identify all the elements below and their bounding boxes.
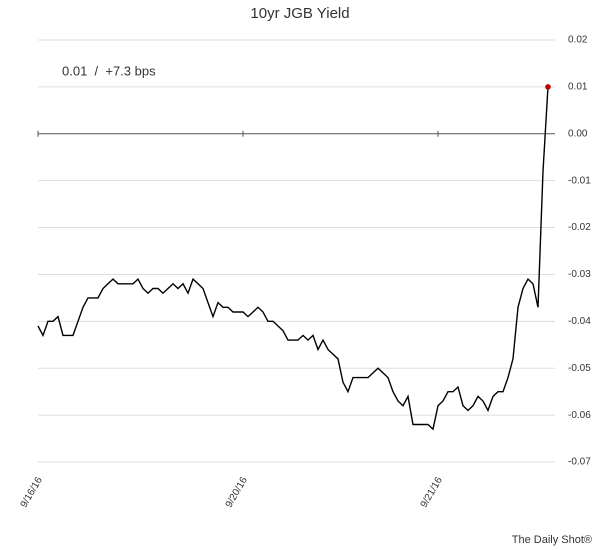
y-tick-label: -0.06 xyxy=(568,410,591,421)
y-tick-label: 0.02 xyxy=(568,35,588,46)
source: The Daily Shot® xyxy=(512,534,592,546)
y-tick-label: -0.01 xyxy=(568,175,591,186)
y-tick-label: -0.07 xyxy=(568,457,591,468)
end-marker xyxy=(545,84,551,90)
annotation: 0.01 / +7.3 bps xyxy=(62,63,156,78)
y-tick-label: -0.04 xyxy=(568,316,591,327)
y-tick-label: 0.00 xyxy=(568,128,588,139)
line xyxy=(37,86,549,431)
y-tick-label: -0.02 xyxy=(568,222,591,233)
chart-title: 10yr JGB Yield xyxy=(250,5,349,22)
y-tick-label: 0.01 xyxy=(568,82,588,93)
x-tick-label: 9/16/16 xyxy=(19,475,45,510)
y-tick-label: -0.05 xyxy=(568,363,591,374)
x-tick-label: 9/20/16 xyxy=(224,475,250,510)
y-tick-label: -0.03 xyxy=(568,269,591,280)
x-tick-label: 9/21/16 xyxy=(419,475,445,510)
